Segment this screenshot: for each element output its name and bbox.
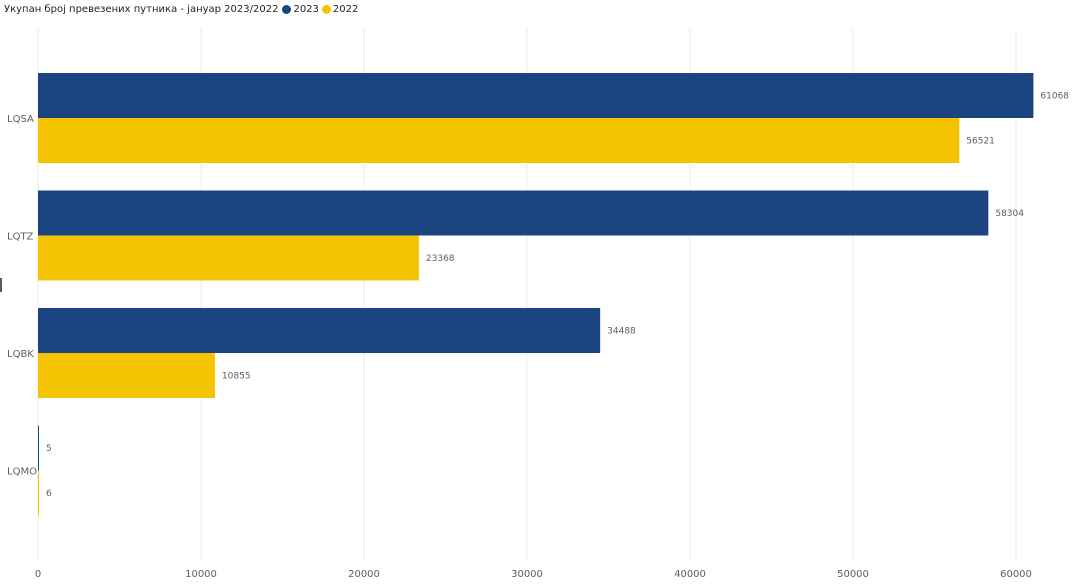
chart-title: Укупан број превезених путника - јануар … <box>4 3 279 15</box>
bar-2022-LQTZ <box>38 235 419 281</box>
x-tick-label: 10000 <box>185 569 217 580</box>
category-label: LQSA <box>7 114 34 125</box>
x-tick-label: 40000 <box>674 569 706 580</box>
data-label-2022-LQBK: 10855 <box>222 372 251 382</box>
chart-legend: Укупан број превезених путника - јануар … <box>4 2 361 16</box>
bar-2022-LQBK <box>38 353 215 398</box>
data-label-2023-LQBK: 34488 <box>607 327 636 337</box>
bar-2023-LQBK <box>38 308 601 353</box>
legend-label-2022: 2022 <box>332 3 359 15</box>
legend-item-2023[interactable]: 2023 <box>282 3 319 15</box>
x-tick-label: 30000 <box>511 569 543 580</box>
x-tick-label: 0 <box>35 569 41 580</box>
x-tick-label: 20000 <box>348 569 380 580</box>
category-label: LQMO <box>7 467 37 478</box>
bar-2023-LQTZ <box>38 190 989 236</box>
legend-label-2023: 2023 <box>293 3 319 15</box>
legend-dot-2023 <box>282 4 292 14</box>
legend-item-2022[interactable]: 2022 <box>321 3 359 15</box>
data-label-2022-LQSA: 56521 <box>966 137 995 147</box>
x-tick-label: 50000 <box>837 569 869 580</box>
data-label-2022-LQMO: 6 <box>46 489 52 499</box>
bar-2022-LQSA <box>38 118 960 163</box>
data-label-2022-LQTZ: 23368 <box>426 254 455 264</box>
legend-dot-2022 <box>321 4 331 14</box>
data-label-2023-LQTZ: 58304 <box>995 209 1024 219</box>
data-label-2023-LQSA: 61068 <box>1040 92 1069 102</box>
category-label: LQTZ <box>7 232 34 243</box>
x-tick-label: 60000 <box>1000 569 1032 580</box>
bar-2023-LQSA <box>38 73 1034 118</box>
bar-2022-LQMO <box>38 470 39 516</box>
category-label: LQBK <box>7 349 34 360</box>
edge-marker <box>0 278 2 292</box>
bar-2023-LQMO <box>38 425 39 471</box>
data-label-2023-LQMO: 5 <box>46 444 52 454</box>
